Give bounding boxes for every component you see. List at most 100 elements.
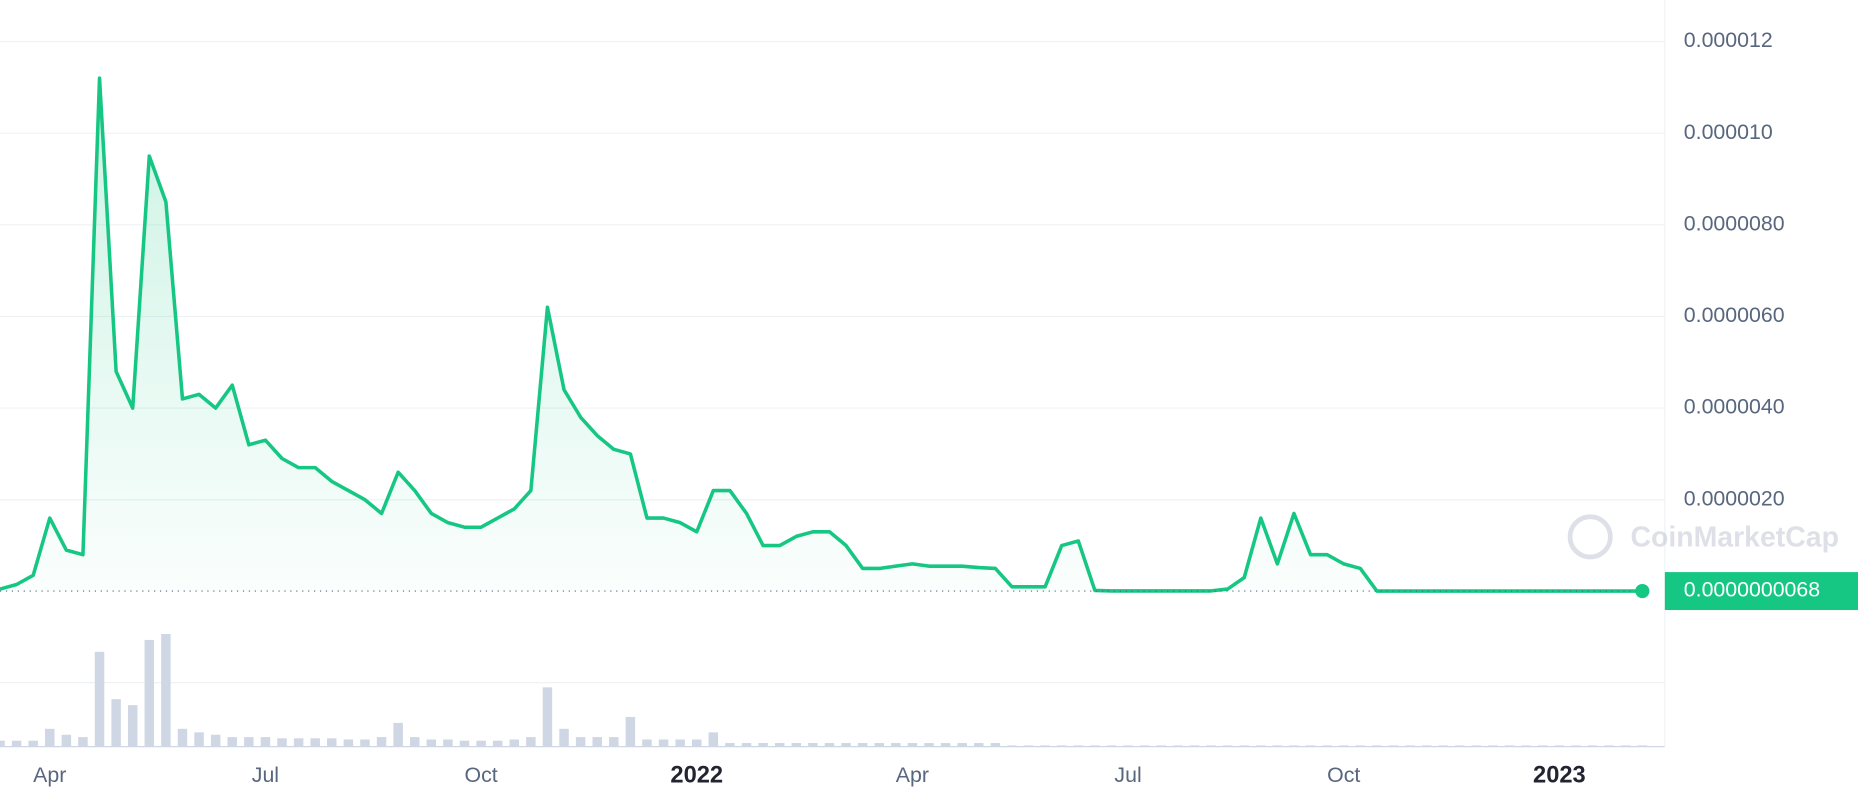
y-tick-label: 0.000012 bbox=[1684, 28, 1773, 52]
y-tick-label: 0.0000020 bbox=[1684, 486, 1785, 510]
volume-bar bbox=[1388, 745, 1399, 747]
volume-bar bbox=[327, 738, 337, 747]
volume-bar bbox=[1056, 745, 1067, 747]
volume-bar bbox=[343, 739, 354, 747]
volume-bar bbox=[708, 732, 719, 747]
volume-bar bbox=[725, 743, 735, 747]
volume-bar bbox=[1123, 745, 1133, 747]
x-tick-label: Apr bbox=[33, 763, 66, 787]
volume-bar bbox=[658, 739, 669, 747]
volume-bar bbox=[1471, 745, 1482, 747]
volume-bar bbox=[1156, 745, 1166, 747]
current-price-label: 0.0000000068 bbox=[1684, 578, 1820, 602]
volume-bar bbox=[1621, 745, 1631, 747]
volume-bar bbox=[111, 699, 121, 747]
volume-bar bbox=[161, 634, 171, 747]
volume-bar bbox=[1189, 745, 1200, 747]
volume-bar bbox=[376, 737, 387, 747]
volume-bar bbox=[575, 737, 586, 747]
volume-bar bbox=[293, 738, 304, 747]
volume-bar bbox=[957, 743, 967, 747]
volume-bar bbox=[625, 716, 636, 747]
volume-bar bbox=[1504, 745, 1515, 747]
volume-bar bbox=[1538, 745, 1548, 747]
volume-bar bbox=[409, 737, 420, 747]
volume-bar bbox=[476, 740, 486, 747]
price-line bbox=[0, 76, 1643, 593]
volume-bar bbox=[891, 743, 901, 747]
volume-bar bbox=[194, 732, 204, 747]
volume-bar bbox=[675, 739, 685, 747]
x-tick-label: 2022 bbox=[670, 762, 723, 788]
volume-bar bbox=[692, 739, 702, 747]
volume-bar bbox=[1023, 745, 1034, 747]
volume-bar bbox=[210, 734, 221, 747]
y-tick-label: 0.0000080 bbox=[1684, 211, 1785, 235]
y-tick-label: 0.0000060 bbox=[1684, 303, 1785, 327]
y-tick-label: 0.0000040 bbox=[1684, 395, 1785, 419]
watermark-logo bbox=[1567, 514, 1613, 560]
volume-bar bbox=[940, 743, 951, 747]
volume-bar bbox=[1637, 745, 1648, 747]
volume-bar bbox=[177, 728, 188, 747]
volume-bar bbox=[144, 639, 155, 747]
volume-bar bbox=[1455, 745, 1465, 747]
volume-bar bbox=[774, 743, 785, 747]
x-tick-label: Oct bbox=[465, 763, 498, 787]
volume-bar bbox=[758, 743, 768, 747]
volume-bar bbox=[642, 739, 652, 747]
volume-bar bbox=[824, 743, 835, 747]
volume-bar bbox=[94, 651, 105, 747]
volume-bar bbox=[277, 738, 287, 747]
volume-bar bbox=[974, 743, 984, 747]
volume-bar bbox=[841, 743, 851, 747]
area bbox=[0, 78, 1643, 592]
volume-bar bbox=[393, 722, 403, 747]
volume-bar bbox=[28, 740, 38, 747]
volume-bar bbox=[61, 734, 72, 747]
volume-bar bbox=[1256, 745, 1266, 747]
volume-bar bbox=[492, 740, 503, 747]
volume-bar bbox=[11, 740, 22, 747]
x-tick-label: Apr bbox=[896, 763, 929, 787]
volume-bar bbox=[609, 737, 619, 747]
volume-bar bbox=[526, 737, 536, 747]
volume-bar bbox=[791, 743, 802, 747]
volume-bar bbox=[1521, 745, 1531, 747]
volume-bar bbox=[127, 705, 138, 747]
y-tick-label: 0.000010 bbox=[1684, 120, 1773, 144]
volume-bar bbox=[874, 743, 884, 747]
volume-bar bbox=[990, 743, 1001, 747]
volume-bar bbox=[1438, 745, 1449, 747]
volume-bar bbox=[459, 740, 470, 747]
volume-bar bbox=[260, 737, 271, 747]
volume-bar bbox=[1222, 745, 1233, 747]
volume-bar bbox=[443, 739, 453, 747]
volume-bar bbox=[857, 743, 868, 747]
volume-bar bbox=[0, 740, 5, 747]
volume-bar bbox=[78, 737, 88, 747]
volume-bar bbox=[1554, 745, 1565, 747]
volume-bar bbox=[1488, 745, 1498, 747]
volume-bar bbox=[1421, 745, 1432, 747]
volume-bar bbox=[1372, 745, 1382, 747]
volume-bar bbox=[1305, 745, 1316, 747]
volume-bar bbox=[1139, 745, 1150, 747]
volume-bar bbox=[1289, 745, 1299, 747]
volume-bar bbox=[1106, 745, 1117, 747]
volume-bar bbox=[1338, 745, 1349, 747]
volume-bar bbox=[907, 743, 918, 747]
volume-bar bbox=[808, 743, 818, 747]
watermark: CoinMarketCap bbox=[1567, 514, 1839, 560]
volume-bar bbox=[1073, 745, 1084, 747]
volume-bar bbox=[227, 737, 237, 747]
volume-bar bbox=[542, 687, 553, 747]
volume-bar bbox=[924, 743, 934, 747]
volume-bar bbox=[1571, 745, 1581, 747]
volume-bar bbox=[509, 739, 520, 747]
volume-bar bbox=[1405, 745, 1415, 747]
volume-bar bbox=[310, 738, 320, 747]
x-tick-label: Jul bbox=[1114, 763, 1141, 787]
current-price-dot bbox=[1635, 583, 1650, 599]
